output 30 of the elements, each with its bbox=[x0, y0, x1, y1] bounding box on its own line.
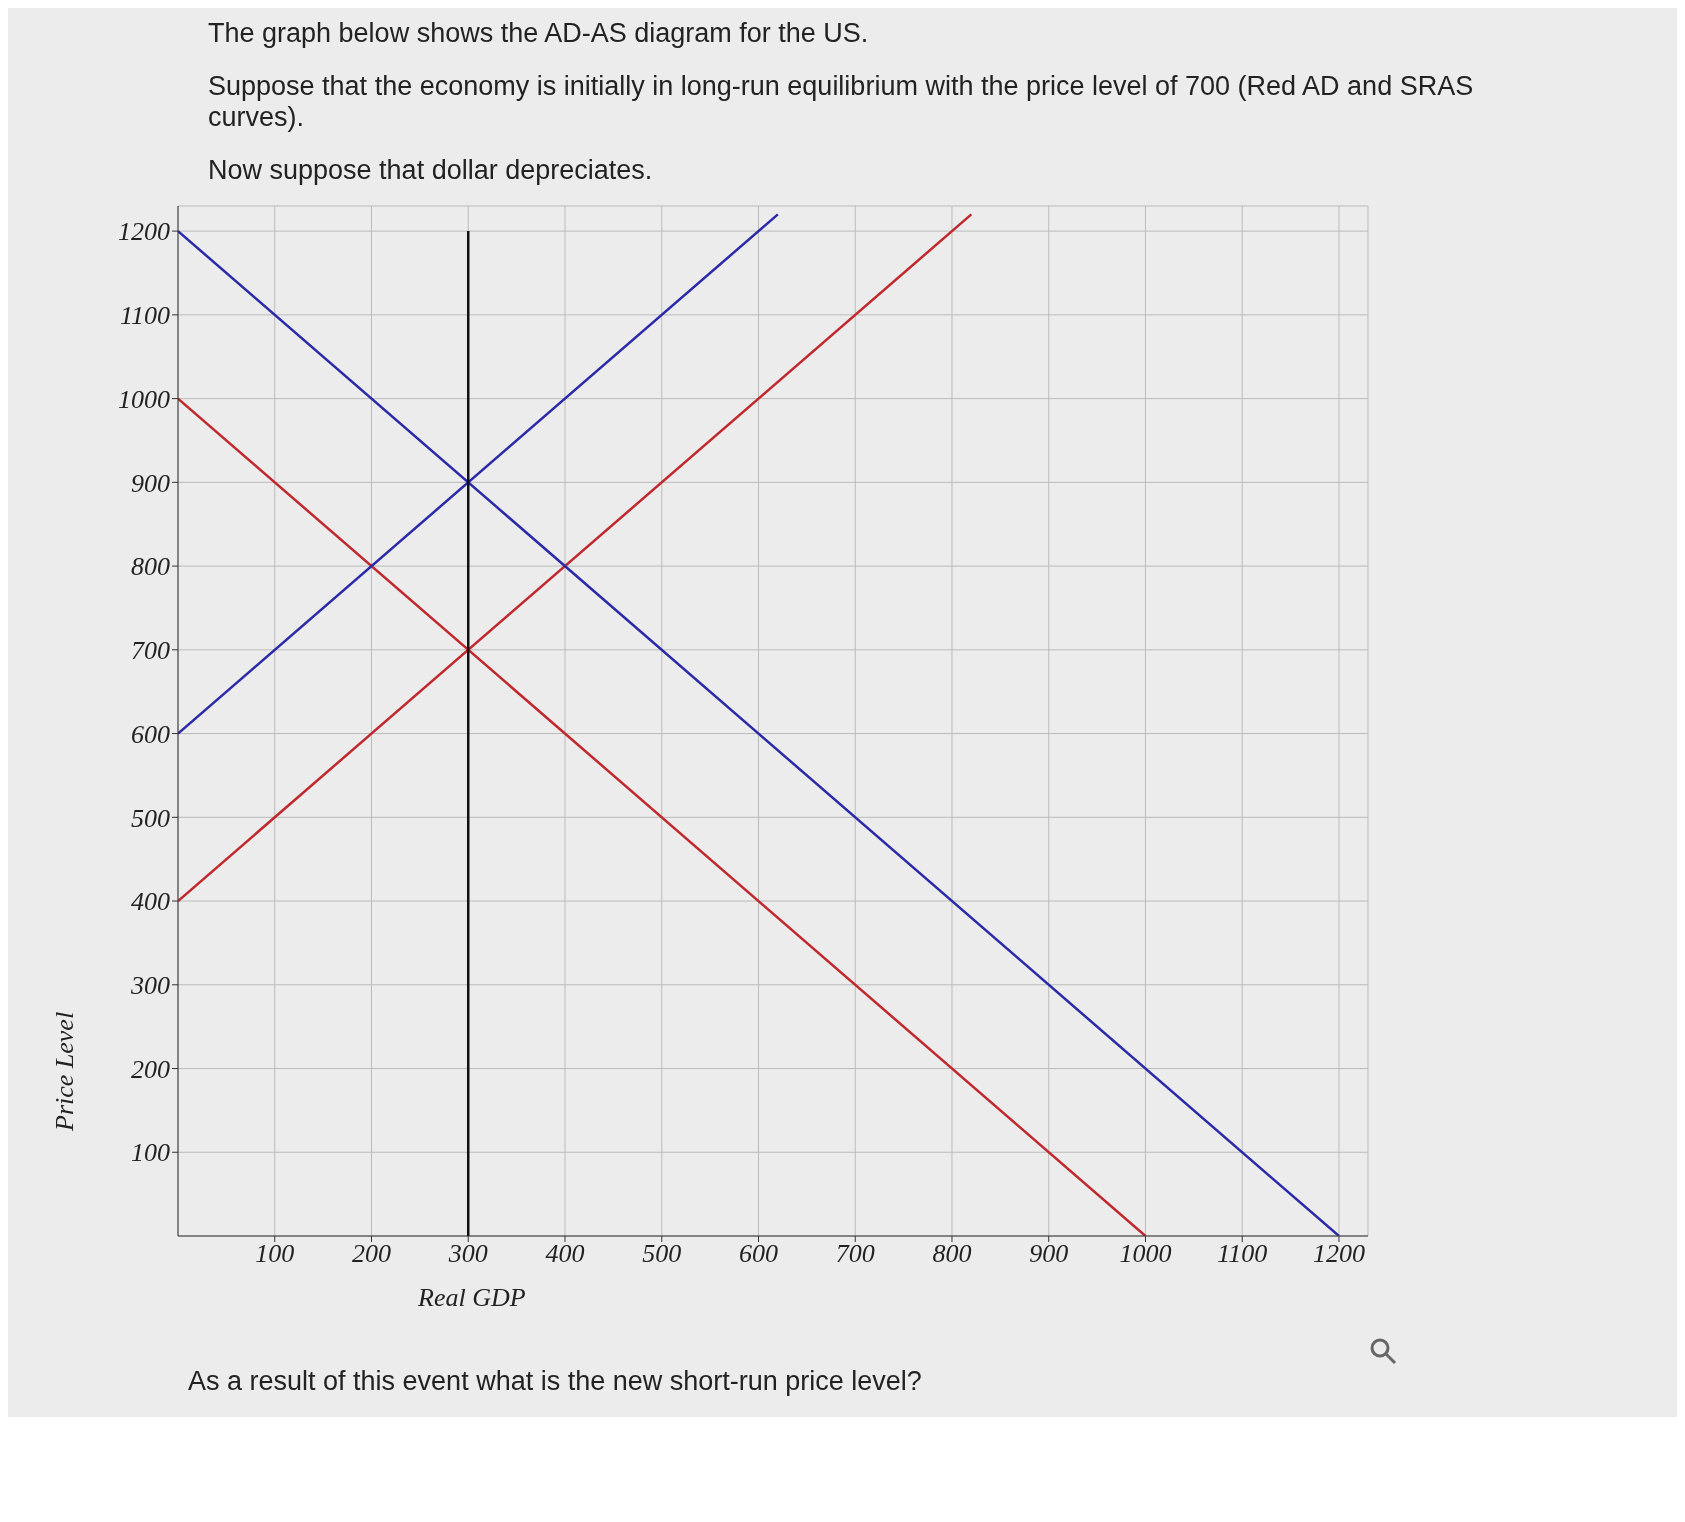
text: As a result of this event what is the new short-run price level? bbox=[188, 1366, 923, 1397]
x-tick-label: 600 bbox=[738, 1239, 778, 1269]
x-tick-label: 700 bbox=[835, 1239, 875, 1269]
y-tick-label: 800 bbox=[131, 552, 170, 582]
y-tick-label: 900 bbox=[131, 468, 170, 498]
text: Now suppose that dollar depreciates. bbox=[208, 155, 654, 186]
y-tick-label: 500 bbox=[131, 803, 170, 833]
y-tick-label: 200 bbox=[131, 1054, 170, 1084]
x-tick-label: 500 bbox=[642, 1239, 682, 1269]
x-tick-label: 1200 bbox=[1312, 1239, 1365, 1269]
y-tick-label: 700 bbox=[131, 636, 170, 666]
y-tick-label: 1200 bbox=[118, 217, 170, 247]
x-tick-label: 1000 bbox=[1119, 1239, 1172, 1269]
y-tick-label: 100 bbox=[131, 1138, 170, 1168]
x-tick-label: 900 bbox=[1029, 1239, 1069, 1269]
y-tick-label: 1000 bbox=[118, 384, 170, 414]
y-tick-label: 400 bbox=[131, 887, 170, 917]
x-tick-label: 800 bbox=[932, 1239, 972, 1269]
y-axis-title: Price Level bbox=[50, 1011, 79, 1132]
chart-title: The graph below shows the AD-AS diagram for the US. bbox=[208, 18, 870, 49]
x-axis-title: Real GDP bbox=[417, 1283, 526, 1312]
y-tick-label: 300 bbox=[130, 971, 170, 1001]
chart-subtitle: Suppose that the economy is initially in long-run equilibrium with the price level of 700 (Red AD and SRAS curves). bbox=[208, 71, 1475, 133]
x-tick-label: 400 bbox=[545, 1239, 585, 1269]
x-tick-label: 1100 bbox=[1217, 1239, 1268, 1269]
x-tick-label: 300 bbox=[447, 1239, 488, 1269]
x-tick-label: 200 bbox=[352, 1239, 391, 1269]
y-tick-label: 600 bbox=[131, 719, 170, 749]
x-tick-label: 100 bbox=[255, 1239, 295, 1269]
y-tick-label: 1100 bbox=[119, 301, 170, 331]
